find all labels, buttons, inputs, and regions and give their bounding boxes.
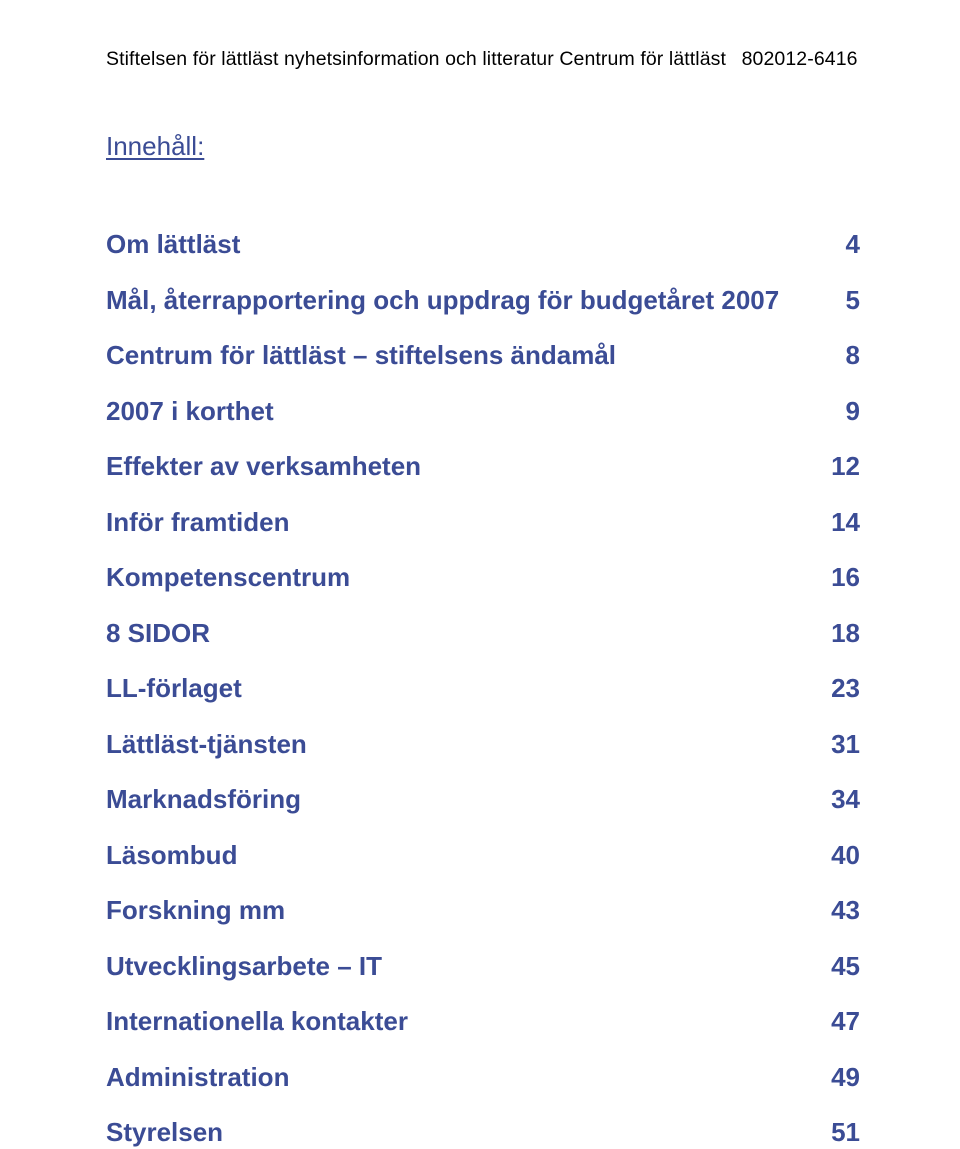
toc-row: Styrelsen 51 [106,1116,860,1149]
toc-label: 8 SIDOR [106,617,820,650]
toc-page: 18 [820,617,860,650]
toc-row: Effekter av verksamheten 12 [106,450,860,483]
toc-label: Styrelsen [106,1116,820,1149]
toc-row: Mål, återrapportering och uppdrag för bu… [106,284,860,317]
toc-label: Kompetenscentrum [106,561,820,594]
toc-row: Marknadsföring 34 [106,783,860,816]
toc-row: Forskning mm 43 [106,894,860,927]
toc-page: 49 [820,1061,860,1094]
toc-label: Om lättläst [106,228,820,261]
toc-row: Inför framtiden 14 [106,506,860,539]
toc-label: Lättläst-tjänsten [106,728,820,761]
toc-page: 9 [820,395,860,428]
toc-page: 14 [820,506,860,539]
toc-row: Om lättläst 4 [106,228,860,261]
toc-label: Internationella kontakter [106,1005,820,1038]
toc-page: 31 [820,728,860,761]
header-line: Stiftelsen för lättläst nyhetsinformatio… [106,48,860,71]
toc-page: 8 [820,339,860,372]
toc-label: Administration [106,1061,820,1094]
toc-row: LL-förlaget 23 [106,672,860,705]
toc-row: 8 SIDOR 18 [106,617,860,650]
toc-page: 16 [820,561,860,594]
table-of-contents: Om lättläst 4 Mål, återrapportering och … [106,228,860,1149]
toc-row: Centrum för lättläst – stiftelsens ändam… [106,339,860,372]
toc-label: Effekter av verksamheten [106,450,820,483]
toc-page: 43 [820,894,860,927]
toc-label: LL-förlaget [106,672,820,705]
document-page: Stiftelsen för lättläst nyhetsinformatio… [0,0,960,1117]
toc-page: 40 [820,839,860,872]
toc-label: 2007 i korthet [106,395,820,428]
toc-page: 4 [820,228,860,261]
toc-label: Läsombud [106,839,820,872]
toc-label: Utvecklingsarbete – IT [106,950,820,983]
toc-label: Centrum för lättläst – stiftelsens ändam… [106,339,820,372]
toc-row: Internationella kontakter 47 [106,1005,860,1038]
toc-label: Marknadsföring [106,783,820,816]
toc-label: Forskning mm [106,894,820,927]
toc-page: 45 [820,950,860,983]
toc-page: 47 [820,1005,860,1038]
toc-page: 12 [820,450,860,483]
section-title: Innehåll: [106,131,860,162]
toc-row: 2007 i korthet 9 [106,395,860,428]
toc-row: Läsombud 40 [106,839,860,872]
toc-page: 23 [820,672,860,705]
toc-row: Utvecklingsarbete – IT 45 [106,950,860,983]
toc-row: Lättläst-tjänsten 31 [106,728,860,761]
toc-row: Administration 49 [106,1061,860,1094]
org-name: Stiftelsen för lättläst nyhetsinformatio… [106,48,726,70]
toc-row: Kompetenscentrum 16 [106,561,860,594]
toc-label: Mål, återrapportering och uppdrag för bu… [106,284,820,317]
org-number: 802012-6416 [742,48,858,70]
toc-page: 34 [820,783,860,816]
toc-label: Inför framtiden [106,506,820,539]
toc-page: 51 [820,1116,860,1149]
toc-page: 5 [820,284,860,317]
